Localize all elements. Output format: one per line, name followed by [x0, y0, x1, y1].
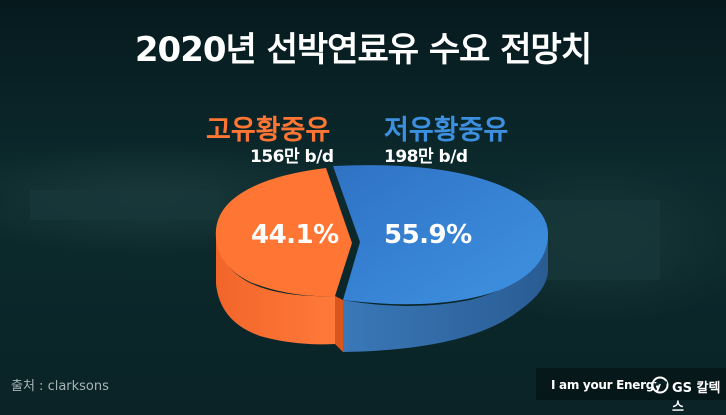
legend-label-high-sulfur: 고유황중유 [206, 115, 331, 146]
legend-label-low-sulfur: 저유황중유 [384, 115, 509, 146]
legend-volume-high-sulfur: 156만 b/d [250, 147, 334, 167]
slice-percent-low-sulfur: 55.9% [384, 220, 472, 250]
gs-caltex-logo-icon [651, 376, 669, 394]
slice-percent-high-sulfur: 44.1% [251, 220, 339, 250]
pie-slice-low-sulfur [333, 165, 548, 352]
source-caption: 출처 : clarksons [11, 379, 109, 394]
pie-chart [215, 165, 548, 352]
footer-bar [536, 368, 726, 400]
pie-slice-high-sulfur [215, 168, 352, 352]
background-ship [30, 190, 220, 220]
brand-name: GS 칼텍스 [672, 381, 721, 415]
page-title: 2020년 선박연료유 수요 전망치 [134, 30, 592, 70]
brand-slogan: I am your Energy [551, 378, 662, 392]
legend-volume-low-sulfur: 198만 b/d [384, 147, 468, 167]
